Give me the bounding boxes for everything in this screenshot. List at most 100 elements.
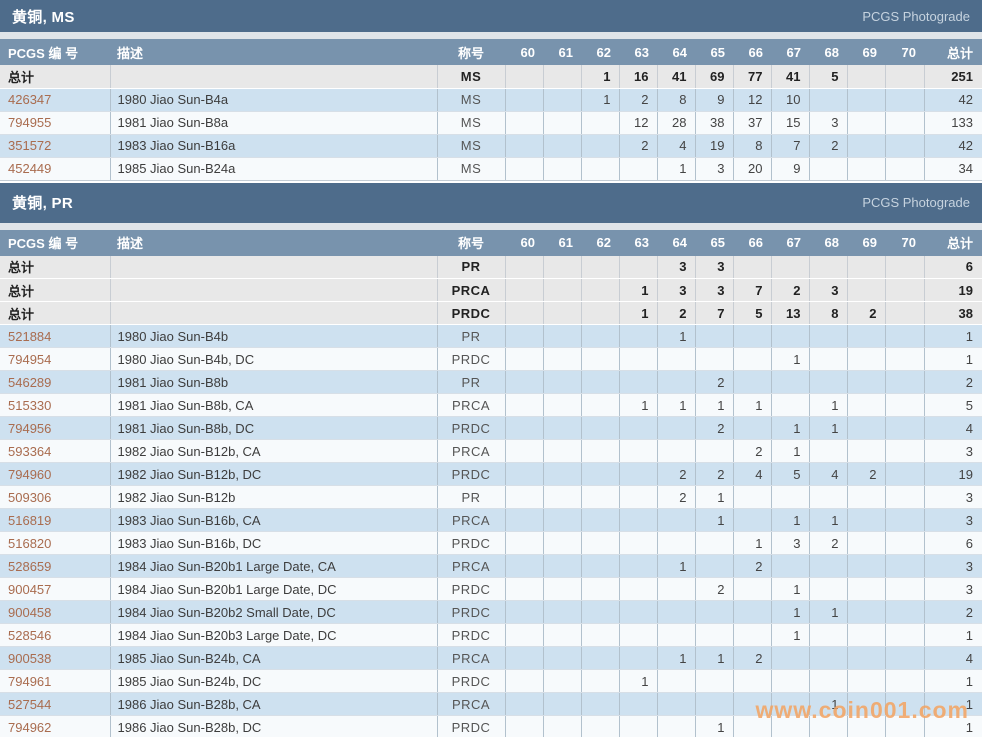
grade-count: 1	[656, 646, 695, 670]
pcgs-number-link[interactable]: 426347	[8, 92, 52, 107]
grade-count	[808, 324, 847, 348]
pcgs-number-cell: 515330	[0, 393, 110, 417]
pcgs-number-link[interactable]: 794956	[8, 420, 52, 436]
pcgs-number-link[interactable]: 900457	[8, 581, 52, 597]
pcgs-number-link[interactable]: 528659	[8, 558, 52, 574]
grade-count	[732, 577, 771, 601]
coin-description: 1985 Jiao Sun-B24b, CA	[109, 646, 437, 670]
table-row: 452449 1985 Jiao Sun-B24a MS 1 3 20 9 34	[0, 157, 982, 181]
title-gap	[0, 32, 982, 39]
grade-count: 1	[770, 577, 809, 601]
pcgs-number-link[interactable]: 509306	[8, 489, 52, 505]
pcgs-number-link[interactable]: 527544	[8, 696, 52, 712]
grade-count	[580, 554, 619, 578]
grade-count	[884, 439, 924, 463]
grade-count	[542, 370, 581, 394]
pcgs-number-link[interactable]: 794962	[8, 719, 52, 735]
table-row: 351572 1983 Jiao Sun-B16a MS 2 4 19 8 7 2 42	[0, 134, 982, 158]
column-header-grade: 68	[809, 229, 847, 256]
pcgs-number-link[interactable]: 794960	[8, 466, 52, 482]
column-header-grade: 62	[581, 229, 619, 256]
pcgs-number-link[interactable]: 516819	[8, 512, 52, 528]
grade-count: 2	[732, 646, 771, 670]
row-total: 6	[923, 531, 982, 555]
grade-count: 1	[808, 393, 847, 417]
grade-count: 1	[770, 600, 809, 624]
coin-description: 1984 Jiao Sun-B20b1 Large Date, CA	[109, 554, 437, 578]
pcgs-number-link[interactable]: 794961	[8, 673, 52, 689]
grade-count: 2	[770, 278, 809, 302]
grade-count: 1	[770, 416, 809, 440]
pcgs-number-link[interactable]: 515330	[8, 397, 52, 413]
population-table-pr: PCGS 编 号描述 称号 60 61 62 63 64 65 66 67 68 69 70 总计 总计 P…	[0, 229, 982, 737]
column-header-grade: 67	[771, 229, 809, 256]
pcgs-number-link[interactable]: 528546	[8, 627, 52, 643]
grade-count: 2	[656, 301, 695, 325]
grade-count	[580, 393, 619, 417]
pcgs-number-link[interactable]: 593364	[8, 443, 52, 459]
designation-value: PRDC	[436, 462, 505, 486]
grade-count	[580, 134, 619, 158]
grade-count	[808, 485, 847, 509]
total-label: 总计	[0, 301, 110, 325]
table-row: 516820 1983 Jiao Sun-B16b, DC PRDC 1 3 2 6	[0, 531, 982, 555]
photograde-link[interactable]: PCGS Photograde	[862, 195, 970, 210]
grade-count	[846, 347, 885, 371]
grade-count	[618, 554, 657, 578]
grade-count	[770, 554, 809, 578]
row-total: 1	[923, 623, 982, 647]
pcgs-number-link[interactable]: 521884	[8, 328, 52, 344]
grade-count	[580, 531, 619, 555]
grade-count	[504, 416, 543, 440]
designation-value: PRCA	[436, 692, 505, 716]
coin-description: 1982 Jiao Sun-B12b, DC	[109, 462, 437, 486]
pcgs-number-link[interactable]: 452449	[8, 161, 52, 176]
grade-count	[884, 554, 924, 578]
grade-count	[504, 462, 543, 486]
coin-description: 1983 Jiao Sun-B16b, CA	[109, 508, 437, 532]
grade-count	[656, 577, 695, 601]
pr-title-bar: 黄铜, PR PCGS Photograde	[0, 182, 982, 223]
grade-count: 5	[732, 301, 771, 325]
grade-count	[808, 646, 847, 670]
pcgs-number-link[interactable]: 794954	[8, 351, 52, 367]
grade-count	[808, 715, 847, 737]
grade-count: 3	[694, 157, 733, 181]
designation-value: MS	[436, 65, 505, 89]
pcgs-number-link[interactable]: 900538	[8, 650, 52, 666]
pcgs-number-link[interactable]: 900458	[8, 604, 52, 620]
grade-count	[846, 88, 885, 112]
grade-count	[846, 393, 885, 417]
pcgs-number-link[interactable]: 351572	[8, 138, 52, 153]
grade-count	[770, 255, 809, 279]
photograde-link[interactable]: PCGS Photograde	[862, 8, 970, 24]
grade-count	[846, 416, 885, 440]
table-row: 516819 1983 Jiao Sun-B16b, CA PRCA 1 1 1 3	[0, 508, 982, 532]
table-row: 794962 1986 Jiao Sun-B28b, DC PRDC 1 1	[0, 715, 982, 737]
table-row: 794956 1981 Jiao Sun-B8b, DC PRDC 2 1 1 4	[0, 416, 982, 440]
grade-count	[580, 416, 619, 440]
pcgs-number-link[interactable]: 546289	[8, 374, 52, 390]
grade-count	[770, 692, 809, 716]
grade-count	[618, 324, 657, 348]
grade-count	[542, 278, 581, 302]
grade-count	[580, 278, 619, 302]
grade-count	[846, 692, 885, 716]
grade-count	[504, 347, 543, 371]
grade-count	[656, 600, 695, 624]
grade-count	[732, 416, 771, 440]
pcgs-number-cell: 509306	[0, 485, 110, 509]
grade-count	[846, 508, 885, 532]
grade-count	[770, 485, 809, 509]
grade-count	[694, 347, 733, 371]
pcgs-number-link[interactable]: 794955	[8, 115, 52, 130]
grade-count	[656, 531, 695, 555]
column-header-total: 总计	[924, 39, 982, 65]
grade-count: 2	[656, 485, 695, 509]
column-header-grade: 68	[809, 39, 847, 65]
column-header-grade: 67	[771, 39, 809, 65]
coin-description: 1981 Jiao Sun-B8b, DC	[109, 416, 437, 440]
total-description	[109, 301, 437, 325]
pcgs-number-link[interactable]: 516820	[8, 535, 52, 551]
grade-count	[770, 715, 809, 737]
